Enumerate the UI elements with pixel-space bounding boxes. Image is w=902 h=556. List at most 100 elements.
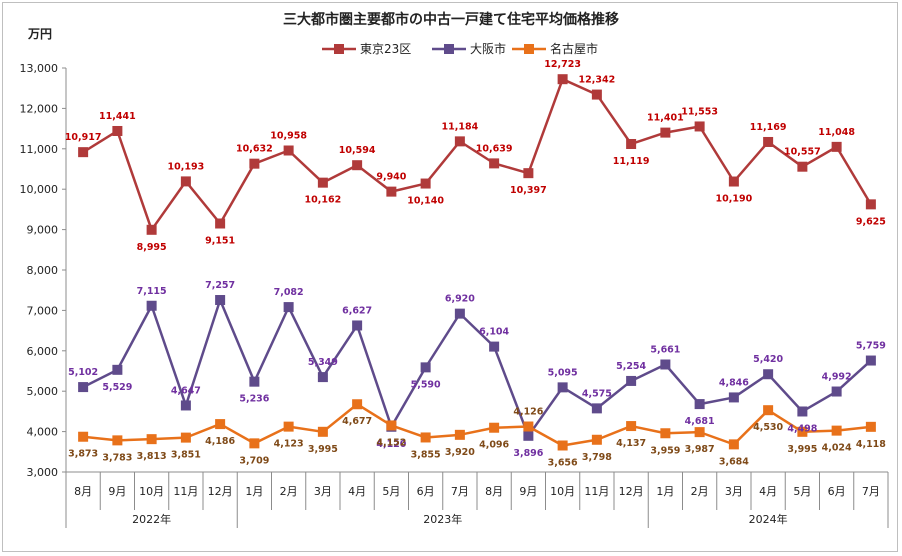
data-label: 10,917 — [65, 132, 102, 143]
data-point — [249, 438, 260, 449]
data-label: 3,995 — [308, 444, 338, 455]
x-tick-label: 2月 — [691, 485, 709, 498]
x-tick-label: 7月 — [451, 485, 469, 498]
data-label: 4,137 — [616, 438, 646, 449]
data-point — [523, 168, 534, 179]
data-label: 5,102 — [68, 367, 98, 378]
data-point — [283, 421, 294, 432]
data-label: 3,684 — [719, 456, 749, 467]
data-label: 11,401 — [647, 113, 684, 124]
x-tick-label: 3月 — [314, 485, 332, 498]
legend: 東京23区 大阪市 名古屋市 — [322, 41, 598, 56]
data-point — [591, 89, 602, 100]
data-label: 5,349 — [308, 357, 338, 368]
data-point — [763, 369, 774, 380]
data-point — [523, 430, 534, 441]
data-label: 12,723 — [544, 59, 581, 70]
data-label: 8,995 — [137, 242, 167, 253]
data-point — [728, 392, 739, 403]
year-group-label: 2023年 — [423, 512, 462, 526]
data-label: 3,783 — [102, 452, 132, 463]
data-label: 6,920 — [445, 294, 475, 305]
data-point — [78, 147, 89, 158]
data-point — [420, 432, 431, 443]
data-label: 4,846 — [719, 377, 749, 388]
data-label: 10,632 — [236, 144, 273, 155]
data-point — [317, 426, 328, 437]
data-label: 5,095 — [548, 367, 578, 378]
data-point — [215, 218, 226, 229]
data-label: 3,896 — [513, 448, 543, 459]
data-point — [763, 405, 774, 416]
data-label: 5,254 — [616, 361, 646, 372]
data-point — [146, 434, 157, 445]
data-label: 4,118 — [856, 439, 886, 450]
data-label: 5,529 — [102, 382, 132, 393]
series-line — [82, 298, 872, 438]
data-label: 4,681 — [685, 416, 715, 427]
data-point — [146, 300, 157, 311]
y-tick-label: 9,000 — [27, 224, 59, 237]
x-tick-label: 5月 — [793, 485, 811, 498]
series-東京23区 — [78, 74, 876, 235]
data-point — [352, 320, 363, 331]
data-label: 4,096 — [479, 440, 509, 451]
data-label: 3,855 — [411, 449, 441, 460]
data-point — [112, 435, 123, 446]
y-tick-label: 11,000 — [20, 143, 59, 156]
x-tick-label: 11月 — [584, 485, 609, 498]
data-label: 5,236 — [239, 394, 269, 405]
data-point — [694, 399, 705, 410]
data-point — [728, 176, 739, 187]
data-label: 3,987 — [685, 444, 715, 455]
data-point — [797, 161, 808, 172]
data-point — [694, 427, 705, 438]
data-point — [626, 138, 637, 149]
x-tick-label: 12月 — [619, 485, 644, 498]
data-point — [523, 421, 534, 432]
data-point — [694, 121, 705, 132]
data-label: 4,677 — [342, 416, 372, 427]
x-tick-label: 6月 — [417, 485, 435, 498]
data-label: 6,104 — [479, 327, 509, 338]
data-label: 6,627 — [342, 305, 372, 316]
data-label: 3,959 — [650, 445, 680, 456]
data-label: 10,397 — [510, 185, 547, 196]
data-point — [352, 399, 363, 410]
x-tick-label: 10月 — [550, 485, 575, 498]
data-label: 3,920 — [445, 447, 475, 458]
data-point — [831, 386, 842, 397]
y-tick-label: 10,000 — [20, 183, 59, 196]
data-point — [591, 434, 602, 445]
data-label: 3,709 — [239, 455, 269, 466]
x-tick-label: 12月 — [208, 485, 233, 498]
axes: 3,000 4,000 5,000 6,000 7,000 8,000 9,000 10,00… — [20, 62, 889, 528]
legend-marker — [444, 44, 454, 54]
series-大阪市 — [78, 295, 876, 441]
data-point — [215, 295, 226, 306]
data-point — [557, 440, 568, 451]
data-label: 4,024 — [822, 443, 852, 454]
data-label: 4,152 — [376, 437, 406, 448]
x-tick-label: 1月 — [245, 485, 263, 498]
data-point — [180, 176, 191, 187]
data-point — [660, 359, 671, 370]
x-tick-label: 4月 — [759, 485, 777, 498]
data-point — [489, 341, 500, 352]
x-tick-label: 8月 — [485, 485, 503, 498]
x-tick-label: 6月 — [828, 485, 846, 498]
data-label: 10,190 — [716, 194, 753, 205]
data-point — [454, 429, 465, 440]
year-group-label: 2024年 — [749, 512, 788, 526]
data-label: 4,530 — [753, 422, 783, 433]
data-label: 11,553 — [681, 106, 718, 117]
data-point — [78, 382, 89, 393]
data-label: 5,590 — [411, 379, 441, 390]
legend-marker — [524, 44, 534, 54]
data-point — [352, 160, 363, 171]
data-label: 11,048 — [818, 127, 855, 138]
data-point — [865, 355, 876, 366]
x-tick-label: 4月 — [348, 485, 366, 498]
